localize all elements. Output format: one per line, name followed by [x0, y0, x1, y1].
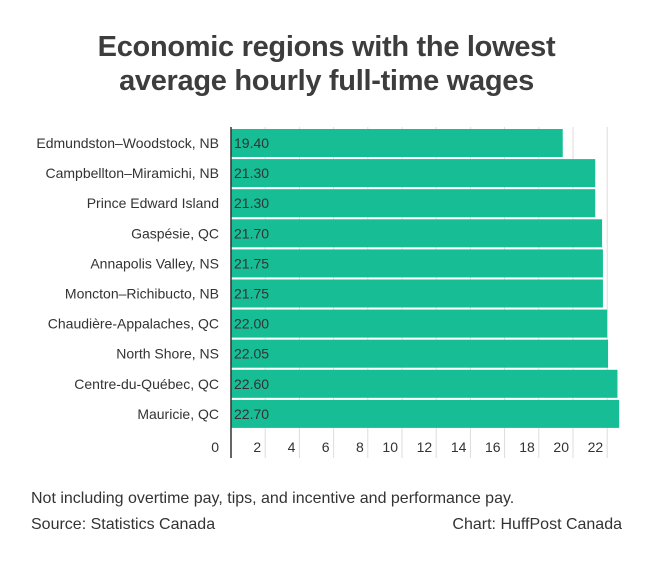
x-tick-label: 12 [417, 439, 433, 455]
category-label: Campbellton–Miramichi, NB [45, 165, 219, 181]
chart-title-line-2: average hourly full-time wages [119, 65, 534, 97]
category-label: North Shore, NS [116, 346, 219, 362]
category-label: Chaudière-Appalaches, QC [48, 316, 219, 332]
bar [231, 399, 620, 428]
bar [231, 279, 603, 308]
category-label: Annapolis Valley, NS [90, 255, 219, 271]
category-label: Prince Edward Island [87, 195, 219, 211]
bar [231, 369, 618, 398]
chart-credit: Chart: HuffPost Canada [452, 516, 622, 533]
bar-value-label: 21.30 [234, 165, 269, 181]
category-label: Gaspésie, QC [131, 225, 219, 241]
x-tick-label: 16 [485, 439, 501, 455]
bar-value-label: 22.70 [234, 406, 269, 422]
bar [231, 339, 609, 368]
x-tick-label: 4 [288, 439, 296, 455]
chart-footnote: Not including overtime pay, tips, and in… [31, 490, 515, 507]
bar-chart: 19.40 Edmundston–Woodstock, NB 21.30 Campbe… [36, 127, 620, 458]
x-tick-label: 0 [211, 439, 219, 455]
bar [231, 219, 603, 248]
bar-value-label: 22.60 [234, 376, 269, 392]
x-tick-label: 2 [253, 439, 261, 455]
bar [231, 129, 563, 157]
x-tick-label: 6 [322, 439, 330, 455]
x-tick-label: 20 [553, 439, 569, 455]
bar-value-label: 19.40 [234, 135, 269, 151]
x-tick-label: 14 [451, 439, 467, 455]
chart-title-line-1: Economic regions with the lowest [97, 31, 556, 63]
category-label: Edmundston–Woodstock, NB [36, 135, 219, 151]
x-tick-label: 10 [382, 439, 398, 455]
bar [231, 189, 596, 218]
category-label: Mauricie, QC [137, 406, 219, 422]
bar-value-label: 21.70 [234, 225, 269, 241]
bar-value-label: 21.75 [234, 255, 269, 271]
bar [231, 249, 603, 278]
category-label: Moncton–Richibucto, NB [65, 286, 219, 302]
chart-source: Source: Statistics Canada [31, 516, 216, 533]
bar [231, 159, 596, 188]
chart-title: Economic regions with the lowest average… [0, 30, 653, 98]
category-label: Centre-du-Québec, QC [74, 376, 219, 392]
bar-value-label: 22.05 [234, 346, 269, 362]
bar-value-label: 21.75 [234, 286, 269, 302]
bar [231, 309, 608, 338]
bar-value-label: 21.30 [234, 195, 269, 211]
x-tick-label: 22 [588, 439, 604, 455]
x-tick-label: 8 [356, 439, 364, 455]
x-tick-label: 18 [519, 439, 535, 455]
bar-value-label: 22.00 [234, 316, 269, 332]
